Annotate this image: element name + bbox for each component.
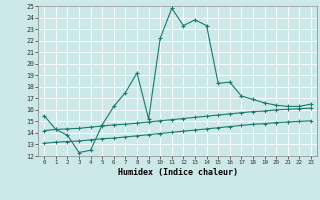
X-axis label: Humidex (Indice chaleur): Humidex (Indice chaleur) <box>118 168 238 177</box>
